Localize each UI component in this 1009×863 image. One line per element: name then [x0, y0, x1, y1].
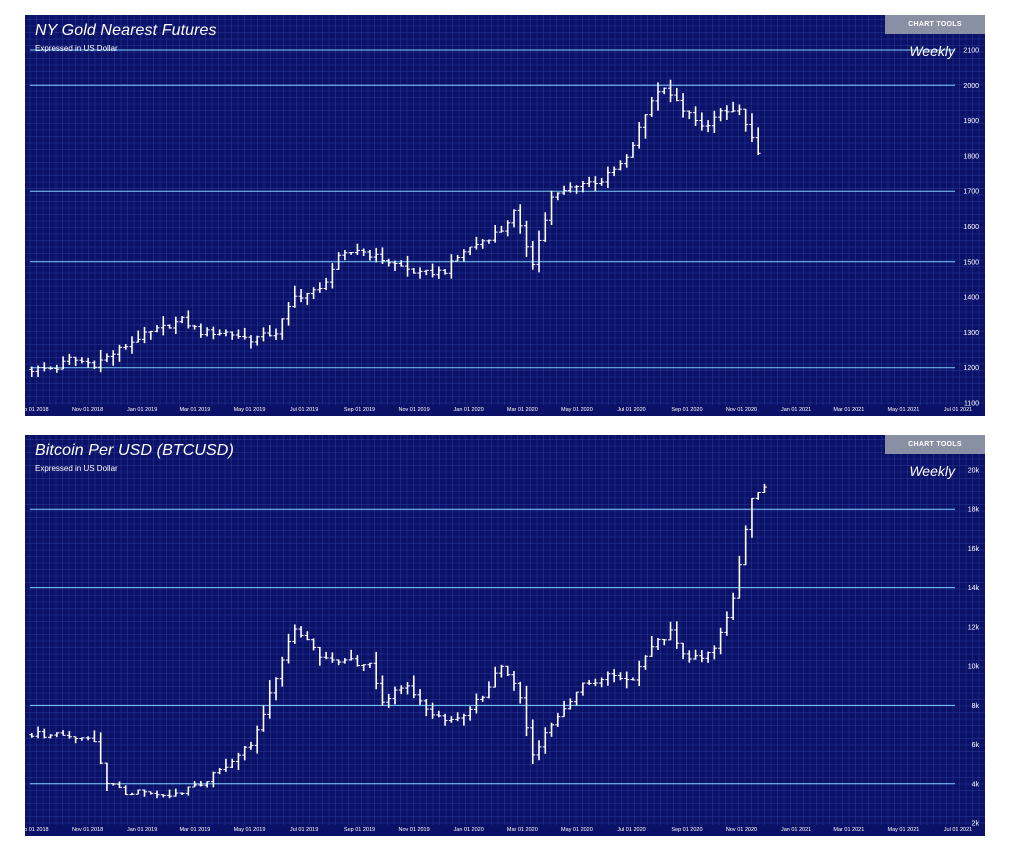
y-tick-label: 4k — [972, 781, 980, 788]
x-tick-label: Mar 01 2021 — [833, 827, 864, 833]
x-tick-label: Jul 01 2021 — [944, 827, 972, 833]
y-tick-label: 1900 — [963, 118, 979, 125]
x-tick-label: Sep 01 2018 — [25, 407, 49, 413]
x-tick-label: Sep 01 2018 — [25, 827, 49, 833]
x-tick-label: Jul 01 2019 — [290, 827, 318, 833]
y-tick-label: 1500 — [963, 259, 979, 266]
x-tick-label: Jan 01 2019 — [127, 827, 157, 833]
x-tick-label: Sep 01 2020 — [671, 407, 702, 413]
x-tick-label: Nov 01 2018 — [72, 407, 103, 413]
x-tick-label: Nov 01 2020 — [726, 827, 757, 833]
gold-chart-title: NY Gold Nearest Futures — [35, 22, 217, 39]
price-bars — [29, 79, 761, 378]
x-tick-label: Nov 01 2019 — [398, 407, 429, 413]
x-tick-label: May 01 2019 — [234, 827, 266, 833]
y-tick-label: 1200 — [963, 365, 979, 372]
y-tick-label: 6k — [972, 742, 980, 749]
gold-chart-panel: 1100 1200 1300 1400 1500 1600 1700 1800 1900 2000… — [25, 15, 985, 416]
gold-chart-svg: 1100 1200 1300 1400 1500 1600 1700 1800 1900 2000… — [25, 15, 985, 413]
btc-chart-subtitle: Expressed in US Dollar — [35, 464, 118, 473]
y-tick-label: 1600 — [963, 224, 979, 231]
x-tick-label: Nov 01 2020 — [726, 407, 757, 413]
x-tick-label: Mar 01 2020 — [507, 407, 538, 413]
y-tick-label: 1300 — [963, 330, 979, 337]
x-tick-label: Jul 01 2020 — [617, 407, 645, 413]
x-tick-label: Jan 01 2019 — [127, 407, 157, 413]
y-tick-label: 2100 — [963, 48, 979, 55]
gold-chart-subtitle: Expressed in US Dollar — [35, 44, 118, 53]
y-tick-label: 14k — [968, 585, 980, 592]
x-tick-label: Jul 01 2021 — [944, 407, 972, 413]
y-tick-label: 1100 — [964, 401, 979, 408]
gold-chart-tools-button[interactable]: CHART TOOLS — [885, 15, 985, 34]
x-tick-label: Mar 01 2020 — [507, 827, 538, 833]
x-tick-label: Mar 01 2019 — [179, 827, 210, 833]
x-tick-label: May 01 2021 — [888, 827, 920, 833]
y-tick-label: 16k — [968, 546, 980, 553]
x-tick-label: Sep 01 2020 — [671, 827, 702, 833]
y-tick-label: 8k — [972, 703, 980, 710]
x-tick-label: Mar 01 2019 — [179, 407, 210, 413]
y-tick-label: 20k — [968, 468, 980, 475]
price-bars — [29, 483, 767, 799]
x-tick-label: Sep 01 2019 — [344, 407, 375, 413]
btc-chart-tools-button[interactable]: CHART TOOLS — [885, 435, 985, 454]
y-tick-label: 12k — [968, 624, 980, 631]
y-tick-label: 10k — [968, 664, 980, 671]
x-tick-label: Jul 01 2020 — [617, 827, 645, 833]
x-tick-label: Jan 01 2020 — [454, 407, 484, 413]
btc-chart-frequency: Weekly — [909, 463, 955, 479]
y-tick-label: 2k — [972, 821, 980, 828]
x-tick-label: Mar 01 2021 — [833, 407, 864, 413]
y-tick-label: 1400 — [963, 295, 979, 302]
y-tick-label: 1700 — [963, 189, 979, 196]
y-tick-label: 2000 — [963, 83, 979, 90]
grid — [25, 435, 985, 825]
x-tick-label: Jul 01 2019 — [290, 407, 318, 413]
y-tick-label: 1800 — [963, 153, 979, 160]
x-tick-label: May 01 2019 — [234, 407, 266, 413]
y-tick-label: 18k — [968, 507, 980, 514]
x-tick-label: May 01 2020 — [561, 827, 593, 833]
x-tick-label: Jan 01 2021 — [781, 827, 811, 833]
x-tick-label: Jan 01 2021 — [781, 407, 811, 413]
x-tick-label: Nov 01 2018 — [72, 827, 103, 833]
btc-chart-title: Bitcoin Per USD (BTCUSD) — [35, 442, 234, 459]
gold-chart-frequency: Weekly — [909, 43, 955, 59]
x-tick-label: May 01 2020 — [561, 407, 593, 413]
x-tick-label: May 01 2021 — [888, 407, 920, 413]
x-tick-label: Nov 01 2019 — [398, 827, 429, 833]
x-tick-label: Jan 01 2020 — [454, 827, 484, 833]
x-tick-label: Sep 01 2019 — [344, 827, 375, 833]
btc-chart-svg: 2k 4k 6k 8k 10k 12k 14k 16k 18k 20k Sep 01 2018 Nov… — [25, 435, 985, 833]
grid — [25, 15, 985, 405]
btc-chart-panel: 2k 4k 6k 8k 10k 12k 14k 16k 18k 20k Sep 01 2018 Nov… — [25, 435, 985, 836]
